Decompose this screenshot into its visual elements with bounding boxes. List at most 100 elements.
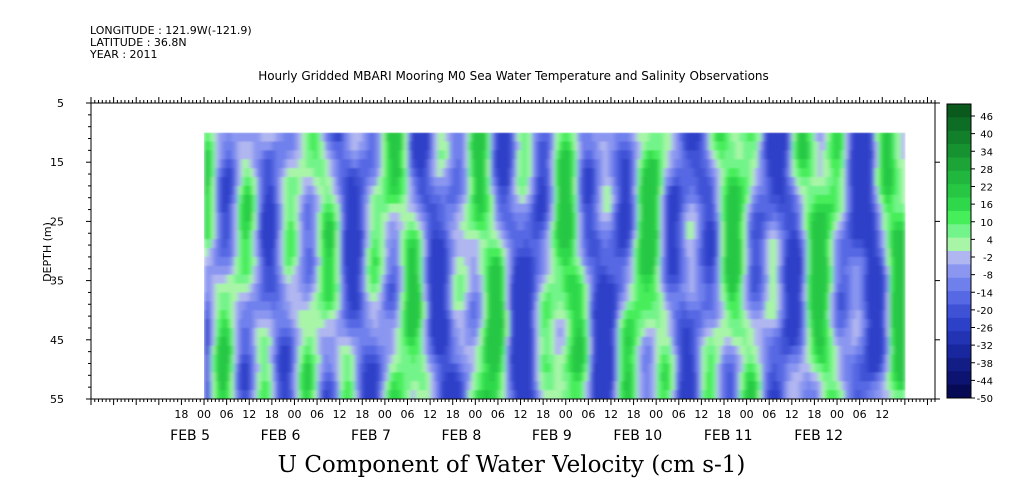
heatmap-cell	[430, 292, 435, 302]
heatmap-cell	[821, 310, 827, 320]
heatmap-cell	[825, 256, 831, 267]
heatmap-cell	[302, 363, 307, 373]
heatmap-cell	[222, 221, 228, 231]
heatmap-cell	[237, 327, 243, 338]
heatmap-cell	[742, 390, 748, 399]
heatmap-cell	[550, 283, 556, 294]
heatmap-cell	[821, 248, 827, 258]
heatmap-cell	[328, 221, 333, 231]
heatmap-cell	[347, 185, 352, 196]
heatmap-cell	[821, 177, 827, 187]
heatmap-cell	[818, 301, 823, 311]
heatmap-cell	[445, 283, 450, 294]
heatmap-cell	[354, 381, 360, 391]
heatmap-cell	[678, 319, 684, 329]
heatmap-cell	[464, 274, 469, 285]
heatmap-cell	[230, 381, 235, 391]
heatmap-cell	[663, 319, 669, 329]
heatmap-cell	[656, 212, 661, 222]
heatmap-cell	[595, 327, 601, 338]
heatmap-cell	[448, 363, 454, 373]
heatmap-cell	[456, 230, 461, 240]
heatmap-cell	[573, 159, 578, 169]
heatmap-cell	[516, 168, 522, 178]
heatmap-cell	[411, 177, 416, 187]
heatmap-cell	[513, 372, 518, 382]
heatmap-cell	[433, 185, 439, 196]
heatmap-cell	[806, 177, 812, 187]
heatmap-cell	[742, 177, 748, 187]
heatmap-cell	[550, 381, 556, 391]
heatmap-cell	[358, 381, 363, 391]
heatmap-cell	[757, 265, 763, 276]
heatmap-cell	[546, 203, 552, 214]
heatmap-cell	[795, 141, 800, 151]
heatmap-cell	[686, 132, 691, 143]
heatmap-cell	[377, 390, 382, 399]
heatmap-cell	[573, 319, 578, 329]
heatmap-cell	[821, 372, 827, 382]
heatmap-cell	[226, 301, 232, 311]
heatmap-cell	[343, 265, 348, 276]
heatmap-cell	[275, 159, 280, 169]
heatmap-cell	[445, 336, 450, 347]
heatmap-cell	[818, 132, 823, 143]
heatmap-cell	[388, 345, 394, 356]
heatmap-cell	[249, 292, 254, 302]
heatmap-cell	[211, 256, 216, 267]
heatmap-cell	[237, 381, 243, 391]
heatmap-cell	[765, 221, 770, 231]
heatmap-cell	[222, 345, 228, 356]
heatmap-cell	[675, 354, 680, 365]
heatmap-cell	[603, 301, 608, 311]
heatmap-cell	[290, 132, 296, 143]
heatmap-cell	[497, 230, 503, 240]
heatmap-cell	[520, 390, 525, 399]
heatmap-cell	[497, 327, 503, 338]
heatmap-cell	[475, 150, 480, 160]
heatmap-cell	[467, 168, 473, 178]
heatmap-cell	[607, 390, 612, 399]
heatmap-cell	[678, 248, 684, 258]
heatmap-cell	[546, 159, 552, 169]
heatmap-cell	[667, 221, 672, 231]
heatmap-cell	[234, 221, 239, 231]
heatmap-cell	[350, 381, 356, 391]
heatmap-cell	[750, 203, 755, 214]
heatmap-cell	[561, 256, 567, 267]
heatmap-cell	[207, 239, 213, 249]
heatmap-cell	[637, 283, 642, 294]
heatmap-cell	[705, 372, 710, 382]
heatmap-cell	[569, 274, 574, 285]
heatmap-cell	[772, 354, 778, 365]
heatmap-cell	[739, 212, 744, 222]
heatmap-cell	[614, 354, 620, 365]
heatmap-cell	[641, 327, 646, 338]
heatmap-cell	[204, 354, 209, 365]
heatmap-cell	[546, 301, 552, 311]
heatmap-cell	[739, 194, 744, 205]
heatmap-cell	[708, 194, 714, 205]
heatmap-cell	[399, 363, 405, 373]
heatmap-cell	[795, 345, 800, 356]
heatmap-cell	[286, 221, 292, 231]
heatmap-cell	[456, 248, 461, 258]
heatmap-cell	[791, 256, 797, 267]
heatmap-cell	[626, 194, 631, 205]
heatmap-cell	[716, 363, 721, 373]
heatmap-cell	[369, 159, 375, 169]
heatmap-cell	[528, 363, 533, 373]
heatmap-cell	[271, 239, 277, 249]
heatmap-cell	[354, 372, 360, 382]
heatmap-cell	[317, 336, 322, 347]
heatmap-cell	[814, 310, 819, 320]
heatmap-cell	[482, 168, 488, 178]
heatmap-cell	[814, 345, 819, 356]
heatmap-cell	[452, 256, 458, 267]
heatmap-cell	[253, 177, 258, 187]
heatmap-cell	[667, 194, 672, 205]
heatmap-cell	[264, 132, 269, 143]
heatmap-cell	[207, 381, 213, 391]
heatmap-cell	[629, 327, 635, 338]
heatmap-cell	[286, 292, 292, 302]
